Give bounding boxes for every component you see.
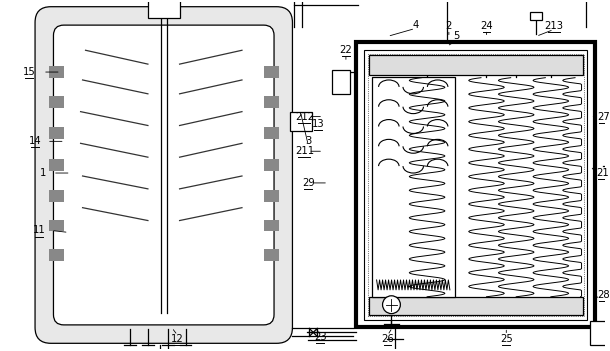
Bar: [264, 66, 279, 78]
Text: 4: 4: [412, 20, 418, 29]
FancyBboxPatch shape: [54, 25, 274, 325]
Text: 15: 15: [23, 67, 35, 77]
Bar: [364, 50, 587, 319]
Text: 212: 212: [295, 112, 314, 121]
Bar: [49, 159, 64, 171]
Bar: [368, 55, 583, 75]
Text: 26: 26: [381, 335, 394, 344]
Text: 24: 24: [480, 20, 493, 31]
Bar: [530, 12, 542, 20]
Bar: [264, 96, 279, 108]
Text: 5: 5: [454, 31, 460, 41]
Text: 13: 13: [312, 119, 325, 128]
Bar: [148, 0, 179, 18]
Bar: [590, 320, 610, 345]
Text: 23: 23: [314, 332, 326, 342]
Text: 14: 14: [29, 136, 41, 146]
Text: 22: 22: [340, 45, 353, 55]
Bar: [264, 190, 279, 202]
Bar: [368, 297, 583, 314]
Bar: [332, 70, 350, 94]
Text: 29: 29: [302, 178, 315, 188]
Text: 1: 1: [40, 168, 46, 178]
Ellipse shape: [382, 296, 400, 313]
Text: 25: 25: [500, 335, 512, 344]
Text: 28: 28: [597, 290, 609, 300]
Bar: [368, 54, 584, 316]
Bar: [49, 220, 64, 231]
Bar: [290, 112, 312, 131]
Text: 11: 11: [32, 225, 45, 236]
Text: 21: 21: [596, 168, 609, 178]
Text: 12: 12: [171, 335, 184, 344]
Bar: [49, 249, 64, 261]
Bar: [264, 249, 279, 261]
Bar: [264, 159, 279, 171]
Bar: [264, 127, 279, 139]
Bar: [49, 127, 64, 139]
Bar: [49, 190, 64, 202]
Text: 213: 213: [544, 20, 563, 31]
Bar: [356, 42, 595, 327]
Bar: [264, 220, 279, 231]
FancyBboxPatch shape: [35, 7, 292, 343]
Bar: [371, 77, 455, 297]
Bar: [49, 96, 64, 108]
Text: 211: 211: [295, 146, 314, 156]
Text: 2: 2: [446, 20, 452, 31]
Text: 3: 3: [305, 136, 312, 146]
Text: 27: 27: [597, 112, 610, 121]
Bar: [49, 66, 64, 78]
